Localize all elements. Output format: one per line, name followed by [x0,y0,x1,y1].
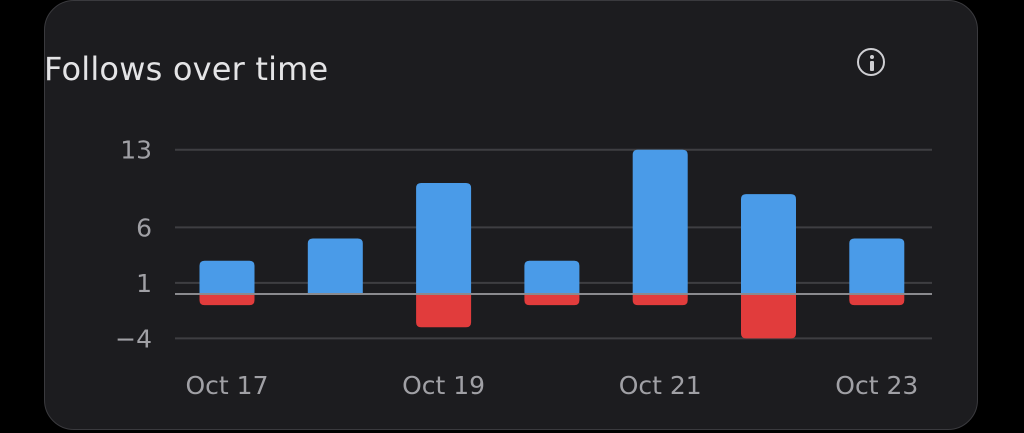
unfollows-bar [849,294,905,306]
unfollows-bar [416,294,472,328]
y-tick-label: 13 [120,136,152,165]
unfollows-bar [632,294,688,306]
x-tick-label: Oct 21 [619,371,702,400]
follows-bar [199,260,255,294]
x-tick-label: Oct 17 [186,371,269,400]
follows-bar [849,238,905,294]
x-tick-label: Oct 23 [835,371,918,400]
chart-title: Follows over time [44,50,329,88]
unfollows-bar [741,294,796,339]
unfollows-bar [199,294,255,306]
follows-bar [307,238,363,294]
info-icon[interactable] [857,48,885,76]
y-tick-label: 6 [136,213,152,242]
follows-bar [632,149,688,294]
y-tick-label: 1 [136,269,152,298]
x-tick-label: Oct 19 [402,371,485,400]
chart-card [44,0,978,430]
follows-bar [741,194,796,294]
unfollows-bar [524,294,580,306]
follows-bar [524,260,580,294]
follows-bar [416,183,472,294]
y-tick-label: −4 [115,324,152,353]
